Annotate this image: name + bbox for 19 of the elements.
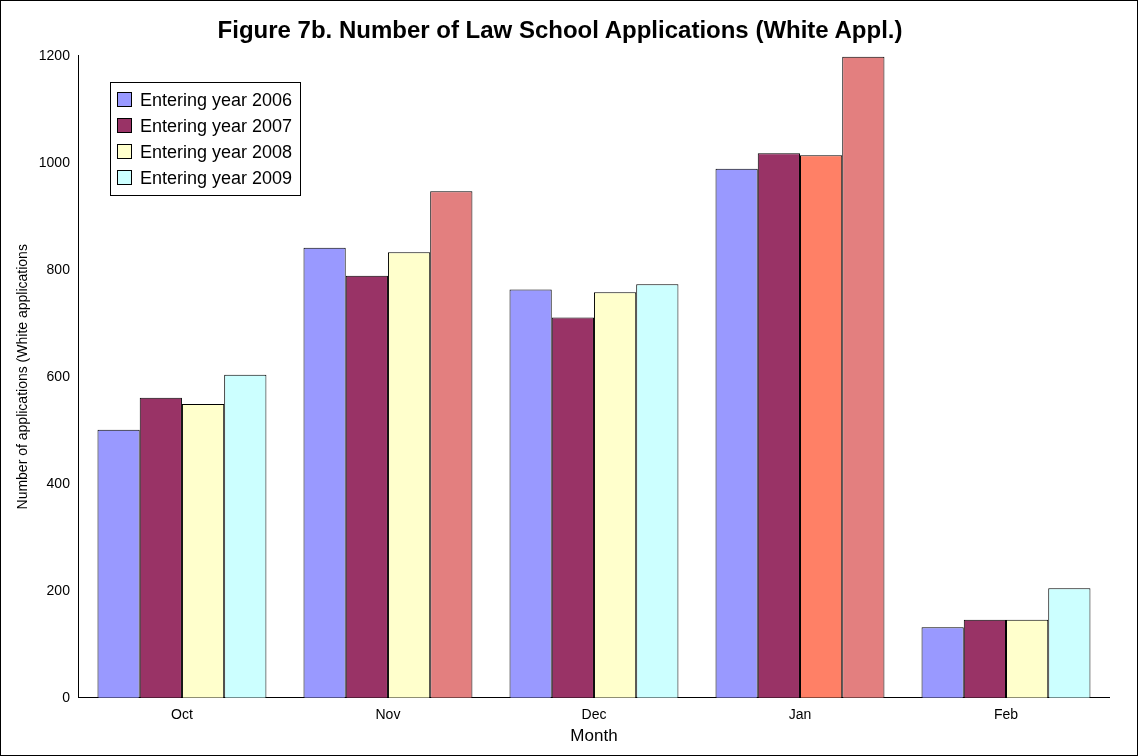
- x-axis-title: Month: [570, 726, 618, 746]
- y-tick-label: 200: [46, 581, 71, 598]
- y-tick-label: 400: [46, 474, 71, 491]
- chart-title: Figure 7b. Number of Law School Applications (White Appl.): [217, 16, 903, 44]
- x-tick-label: Jan: [788, 706, 812, 723]
- y-tick-label: 1000: [38, 153, 71, 170]
- legend-label: Entering year 2008: [139, 141, 293, 162]
- y-tick-label: 600: [46, 367, 71, 384]
- legend-label: Entering year 2006: [139, 89, 293, 110]
- legend-label: Entering year 2007: [139, 115, 293, 136]
- x-tick-label: Nov: [375, 706, 401, 723]
- y-tick-label: 0: [62, 688, 71, 705]
- x-tick-label: Dec: [581, 706, 607, 723]
- x-tick-label: Feb: [993, 706, 1019, 723]
- y-axis-title: Number of applications (White applications: [14, 244, 31, 510]
- x-tick-label: Oct: [171, 706, 193, 723]
- legend-label: Entering year 2009: [139, 167, 293, 188]
- y-tick-label: 1200: [38, 46, 71, 63]
- y-tick-label: 800: [46, 260, 71, 277]
